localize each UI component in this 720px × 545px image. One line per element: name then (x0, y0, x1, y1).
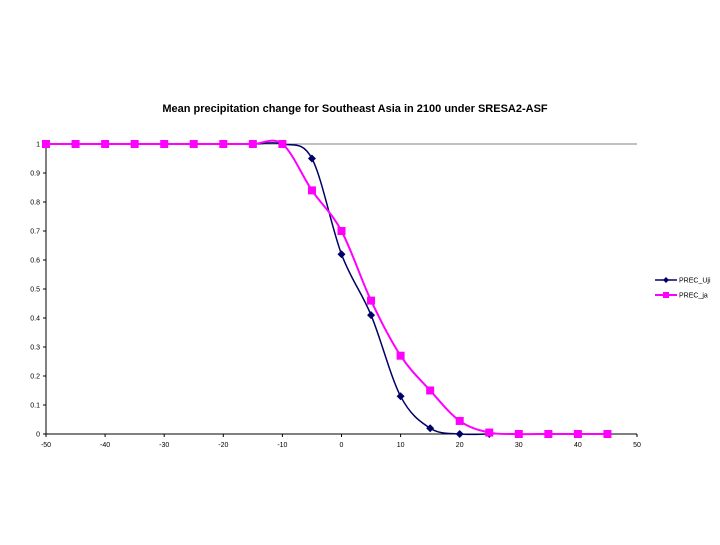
data-point (42, 140, 50, 148)
y-tick-label: 0.1 (30, 403, 40, 410)
data-point (485, 428, 494, 437)
y-tick-label: 0.2 (30, 374, 40, 381)
data-point (396, 392, 405, 401)
x-tick-label: 10 (397, 442, 405, 449)
data-point (367, 311, 376, 320)
legend-marker (663, 277, 669, 283)
data-point (455, 430, 464, 438)
series-1 (42, 140, 494, 438)
legend-item: PREC_ja (655, 292, 708, 300)
data-point (337, 250, 346, 259)
x-tick-label: 40 (574, 442, 582, 449)
legend-marker (663, 292, 669, 298)
series-line (46, 142, 490, 436)
series-line (46, 139, 608, 436)
data-point (544, 430, 553, 438)
data-point (426, 424, 435, 433)
y-tick-label: 0 (36, 432, 40, 439)
x-tick-label: -40 (100, 442, 110, 449)
y-tick-label: 0.6 (30, 258, 40, 265)
legend-label: PREC_Uji (679, 278, 711, 285)
y-tick-label: 0.4 (30, 316, 40, 323)
data-point (189, 140, 198, 148)
data-point (603, 430, 612, 438)
axes: -50 -40 -30 -20 -10 0 10 20 30 40 50 0 0.1 0.2 0.3 0.4 0… (30, 142, 641, 450)
data-point (219, 140, 228, 148)
data-point (455, 416, 464, 425)
y-tick-label: 0.3 (30, 345, 40, 352)
y-tick-label: 1 (36, 142, 40, 149)
x-tick-label: 50 (633, 442, 641, 449)
x-tick-label: -50 (41, 442, 51, 449)
series-layer (42, 139, 612, 438)
x-tick-label: 30 (515, 442, 523, 449)
data-point (396, 351, 405, 360)
chart-title: Mean precipitation change for Southeast … (162, 103, 548, 115)
y-tick-label: 0.9 (30, 171, 40, 178)
x-tick-label: 0 (340, 442, 344, 449)
legend-label: PREC_ja (679, 293, 708, 300)
data-point (426, 386, 435, 395)
series-2 (42, 139, 612, 438)
y-tick-label: 0.7 (30, 229, 40, 236)
data-point (160, 140, 169, 148)
y-tick-label: 0.8 (30, 200, 40, 207)
data-point (71, 140, 80, 148)
y-tick-label: 0.5 (30, 287, 40, 294)
legend: PREC_Uji PREC_ja (655, 277, 711, 300)
data-point (307, 186, 316, 195)
data-point (367, 296, 376, 305)
legend-item: PREC_Uji (655, 277, 711, 285)
data-point (101, 140, 110, 148)
data-point (514, 430, 523, 438)
data-point (307, 154, 316, 163)
data-point (573, 430, 582, 438)
data-point (248, 140, 257, 148)
data-point (130, 140, 139, 148)
x-tick-label: -30 (159, 442, 169, 449)
x-tick-label: -10 (277, 442, 287, 449)
data-point (337, 227, 346, 235)
x-tick-label: 20 (456, 442, 464, 449)
x-tick-label: -20 (218, 442, 228, 449)
data-point (278, 140, 287, 148)
